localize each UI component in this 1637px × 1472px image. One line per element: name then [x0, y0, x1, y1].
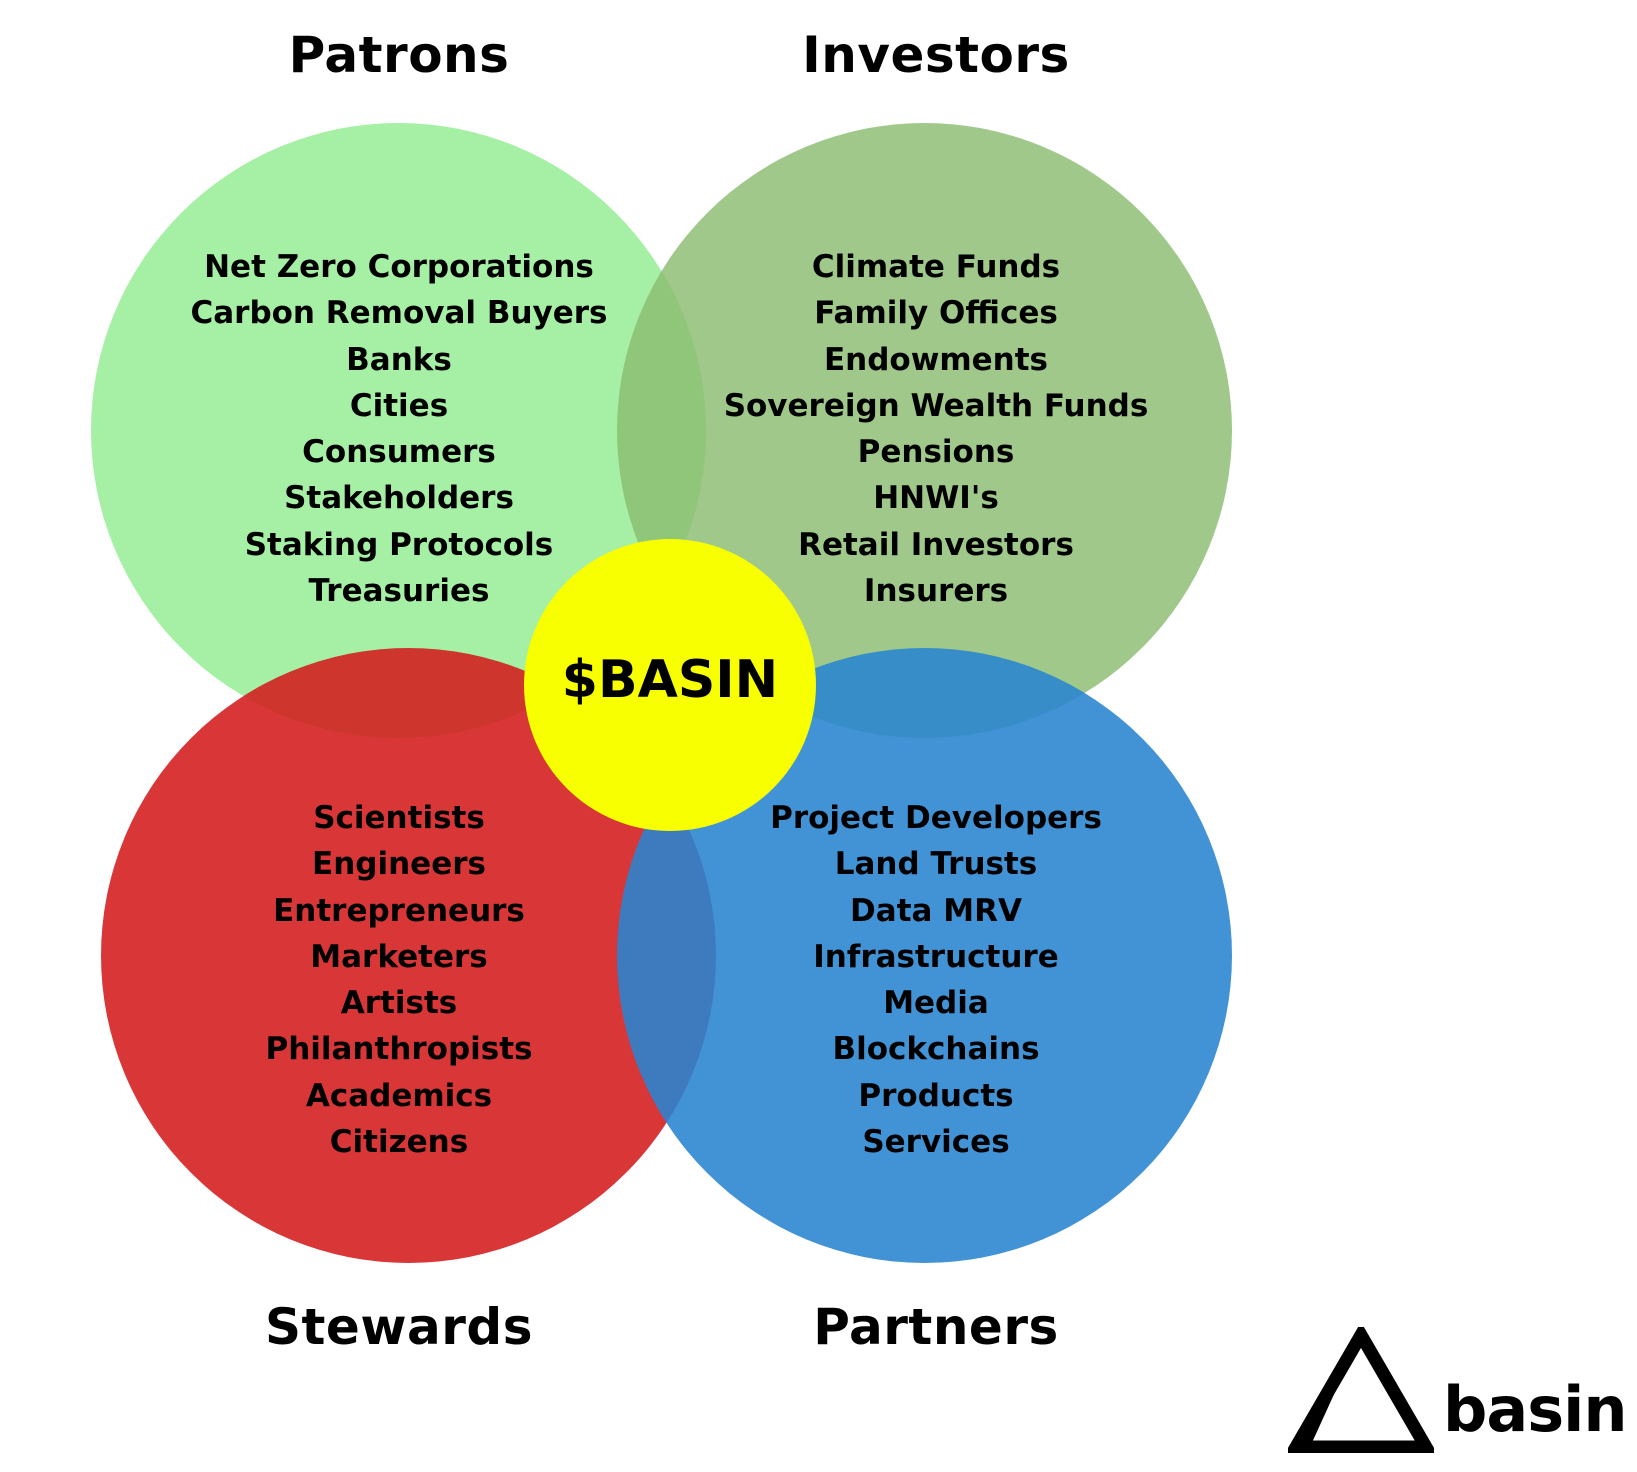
- basin-center-circle: [524, 539, 816, 831]
- investors-title: Investors: [802, 26, 1070, 84]
- stewards-title: Stewards: [265, 1298, 533, 1356]
- list-item: Family Offices: [814, 295, 1058, 332]
- patrons-list: Net Zero Corporations Carbon Removal Buy…: [119, 244, 679, 614]
- basin-wordmark: basin: [1443, 1373, 1628, 1446]
- list-item: Citizens: [329, 1124, 469, 1161]
- list-item: Pensions: [857, 434, 1015, 471]
- list-item: Net Zero Corporations: [204, 249, 594, 285]
- list-item: Products: [858, 1077, 1014, 1114]
- list-item: Climate Funds: [811, 249, 1061, 285]
- list-item: Blockchains: [832, 1031, 1040, 1068]
- list-item: Academics: [305, 1077, 493, 1114]
- list-item: Treasuries: [308, 573, 490, 610]
- partners-title: Partners: [813, 1298, 1059, 1356]
- list-item: Land Trusts: [834, 846, 1038, 883]
- list-item: Media: [883, 985, 989, 1022]
- investors-list: Climate Funds Family Offices Endowments …: [656, 244, 1216, 614]
- list-item: Project Developers: [770, 800, 1102, 836]
- list-item: Artists: [340, 985, 458, 1022]
- list-item: Staking Protocols: [244, 526, 554, 563]
- stewards-list: Scientists Engineers Entrepreneurs Marke…: [119, 795, 679, 1165]
- list-item: Banks: [346, 341, 452, 378]
- list-item: Philanthropists: [265, 1031, 533, 1068]
- basin-logo: basin: [1288, 1327, 1628, 1459]
- list-item: Endowments: [823, 341, 1049, 378]
- partners-list: Project Developers Land Trusts Data MRV …: [656, 795, 1216, 1165]
- list-item: Entrepreneurs: [273, 892, 525, 929]
- list-item: Consumers: [302, 434, 496, 471]
- list-item: Data MRV: [850, 892, 1022, 929]
- list-item: Sovereign Wealth Funds: [723, 387, 1149, 424]
- list-item: Infrastructure: [813, 938, 1059, 975]
- list-item: Marketers: [310, 938, 488, 975]
- list-item: Scientists: [313, 800, 485, 836]
- list-item: Retail Investors: [798, 526, 1074, 563]
- list-item: Cities: [349, 387, 449, 424]
- list-item: Services: [862, 1124, 1010, 1161]
- patrons-title: Patrons: [288, 26, 510, 84]
- list-item: Carbon Removal Buyers: [190, 295, 608, 332]
- list-item: Engineers: [312, 846, 486, 883]
- triangle-logo-icon: [1288, 1327, 1434, 1453]
- list-item: Insurers: [863, 573, 1009, 610]
- basin-token-label: $BASIN: [561, 650, 779, 710]
- list-item: HNWI's: [873, 480, 999, 517]
- list-item: Stakeholders: [284, 480, 514, 517]
